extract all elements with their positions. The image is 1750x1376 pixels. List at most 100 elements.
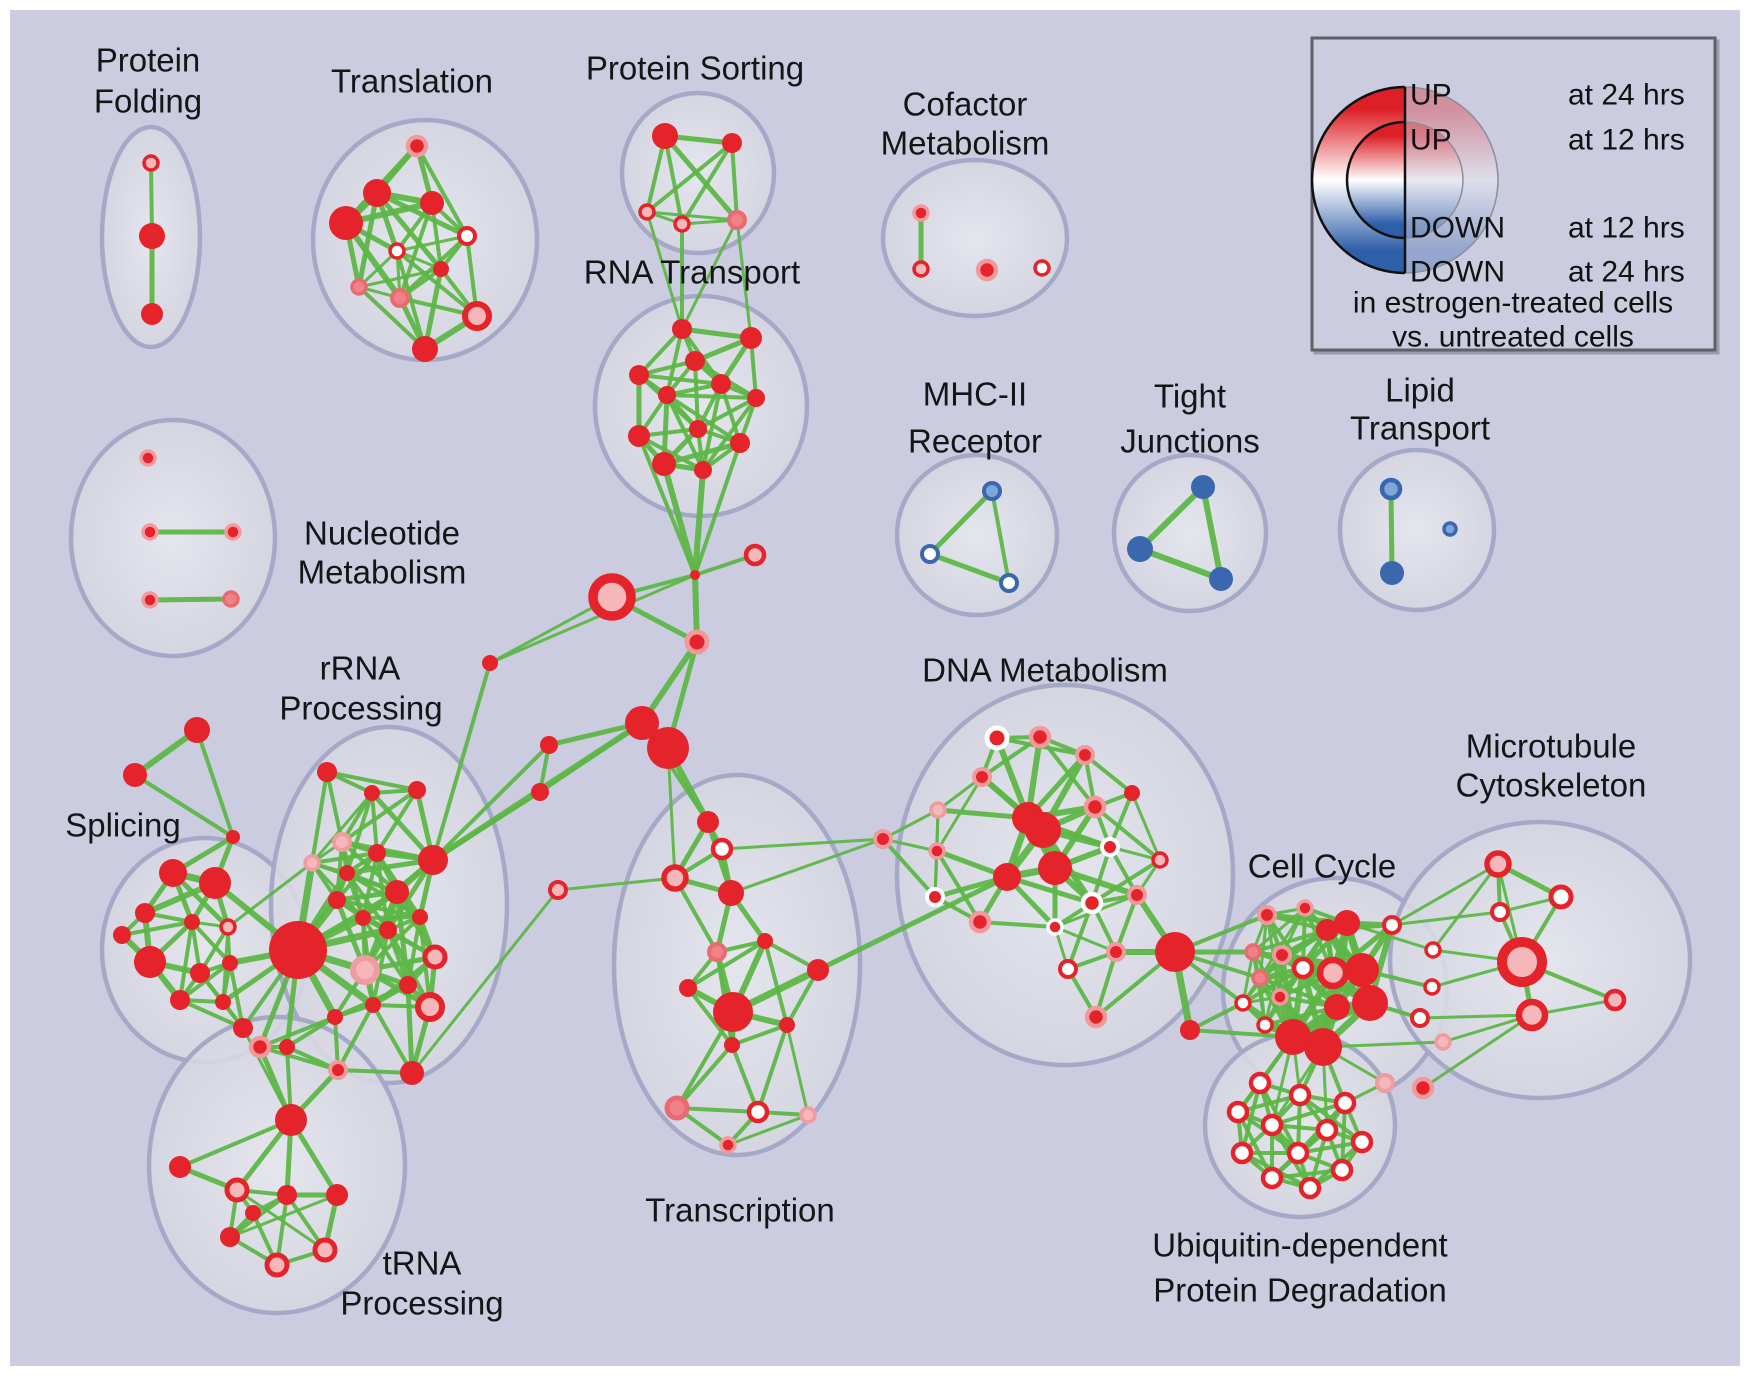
legend-time-3: at 24 hrs — [1568, 256, 1685, 289]
node-rrna-processing-20 — [279, 1039, 295, 1055]
edge — [357, 267, 443, 289]
node-transcription-10 — [724, 1037, 740, 1053]
node-protein-sorting-3 — [673, 215, 691, 233]
cluster-label-splicing: Splicing — [65, 807, 181, 844]
edge — [335, 898, 422, 919]
node-microtubule-cytoskeleton-11 — [1411, 1076, 1435, 1100]
legend-inner-circle-left — [1347, 122, 1405, 238]
node-transcription-1 — [710, 837, 734, 861]
edge — [785, 1023, 810, 1117]
edge — [978, 920, 1057, 929]
edge — [665, 327, 684, 397]
node-splicing-1 — [123, 763, 147, 787]
edge — [374, 190, 444, 272]
edge — [325, 770, 419, 792]
node-ubiquitin-degradation-5 — [1315, 1118, 1339, 1142]
node-protein-folding-0 — [142, 154, 160, 172]
cluster-label-microtubule-cytoskeleton: Cytoskeleton — [1456, 767, 1647, 804]
node-spine-8 — [548, 880, 568, 900]
edge — [258, 1045, 340, 1072]
node-trna-processing-7 — [264, 1252, 290, 1278]
node-rna-transport-6 — [747, 389, 765, 407]
edge — [1270, 1101, 1347, 1127]
edge — [1066, 901, 1094, 971]
node-rrna-processing-10 — [355, 910, 371, 926]
cluster-label-protein-folding: Folding — [94, 83, 202, 120]
node-dna-metabolism-2 — [1075, 745, 1095, 765]
legend-inner-outline-left — [1345, 120, 1405, 240]
edge — [228, 961, 245, 1030]
node-dna-metabolism-10 — [1025, 812, 1061, 848]
node-rrna-processing-1 — [364, 785, 380, 801]
node-cell-cycle-1 — [1296, 899, 1314, 917]
cluster-label-transcription: Transcription — [645, 1192, 835, 1229]
node-cell-cycle-17 — [1382, 915, 1402, 935]
legend-direction-0: UP — [1410, 79, 1452, 112]
node-rrna-processing-22 — [328, 1060, 348, 1080]
node-rrna-processing-18 — [415, 992, 445, 1022]
cluster-label-ubiquitin-degradation: Ubiquitin-dependent — [1152, 1227, 1447, 1264]
edge — [375, 788, 419, 855]
edge — [336, 1068, 414, 1075]
node-nucleotide-metabolism-2 — [224, 523, 242, 541]
node-dna-metabolism-4 — [929, 801, 947, 819]
legend-outer-outline-right — [1405, 86, 1499, 274]
edge — [345, 871, 390, 932]
link-edge — [815, 874, 1010, 973]
edge — [1090, 858, 1162, 905]
edge — [645, 141, 734, 214]
node-transcription-6 — [807, 959, 829, 981]
edge — [1200, 484, 1224, 582]
node-translation-8 — [390, 288, 410, 308]
node-translation-5 — [388, 242, 406, 260]
node-cell-cycle-4 — [1244, 943, 1262, 961]
node-transcription-3 — [718, 880, 744, 906]
node-rna-transport-4 — [658, 386, 676, 404]
node-cell-cycle-9 — [1271, 988, 1289, 1006]
node-splicing-0 — [184, 717, 210, 743]
node-rrna-processing-5 — [368, 844, 386, 862]
edge — [881, 837, 937, 899]
link-edge — [666, 746, 677, 880]
node-ubiquitin-degradation-0 — [1248, 1071, 1272, 1095]
node-dna-metabolism-21 — [1106, 942, 1126, 962]
edge — [1388, 486, 1395, 576]
node-cell-cycle-12 — [1345, 953, 1379, 987]
edge — [1094, 950, 1118, 1019]
cluster-ellipse-mhc-ii-receptor — [894, 452, 1060, 618]
node-microtubule-cytoskeleton-2 — [1490, 902, 1510, 922]
node-transcription-7 — [679, 979, 697, 997]
node-tight-junctions-0 — [1191, 475, 1215, 499]
edge — [120, 920, 194, 937]
node-rrna-processing-23 — [400, 1061, 424, 1085]
legend-inner-circle-right — [1405, 122, 1463, 238]
edge — [394, 889, 438, 960]
node-cell-cycle-0 — [1257, 905, 1277, 925]
node-rrna-processing-8 — [385, 880, 409, 904]
node-spine-1 — [743, 543, 767, 567]
cluster-label-rrna-processing: rRNA — [320, 650, 401, 687]
edge — [1418, 1013, 1534, 1020]
node-cell-cycle-3 — [1334, 910, 1360, 936]
node-rna-transport-0 — [672, 319, 692, 339]
edge — [178, 920, 194, 1002]
node-ubiquitin-degradation-10 — [1260, 1166, 1284, 1190]
node-transcription-14 — [719, 1136, 737, 1154]
node-trna-processing-4 — [326, 1184, 348, 1206]
cluster-ellipse-translation — [310, 117, 540, 363]
node-translation-2 — [329, 206, 363, 240]
cluster-ellipse-lipid-transport — [1337, 447, 1497, 613]
cluster-label-microtubule-cytoskeleton: Microtubule — [1466, 728, 1637, 765]
node-tight-junctions-1 — [1127, 536, 1153, 562]
node-cell-cycle-16 — [1304, 1028, 1342, 1066]
node-spine-2 — [588, 573, 636, 621]
node-rrna-processing-2 — [408, 781, 426, 799]
legend: UP at 24 hrs UP at 12 hrs DOWN at 12 hrs DOWN a… — [1310, 36, 1720, 355]
node-spine-3 — [684, 629, 710, 655]
link-edge — [1390, 910, 1502, 927]
node-splicing-12 — [215, 994, 231, 1010]
edge — [662, 133, 740, 223]
node-transcription-12 — [746, 1100, 770, 1124]
